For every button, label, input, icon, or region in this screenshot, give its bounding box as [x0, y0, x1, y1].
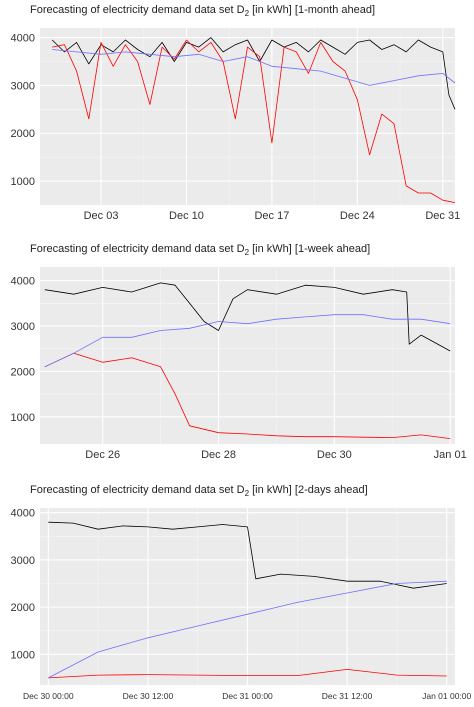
x-tick-label: Dec 24 — [340, 210, 375, 222]
chart-3: 1000 2000 3000 4000 Dec 30 00:00 Dec 30 12:00… — [11, 508, 472, 701]
x-tick-label: Dec 28 — [201, 449, 236, 461]
series-line-3 — [48, 580, 447, 679]
series-line-2 — [52, 39, 456, 203]
x-tick-label: Dec 03 — [84, 210, 119, 222]
x-tick-label: Dec 31 12:00 — [322, 691, 373, 701]
chart-1: 1000 2000 3000 4000 Dec 03 Dec 10 Dec 17 Dec 24… — [11, 28, 460, 222]
plot-background — [40, 28, 455, 205]
chart-title-3: Forecasting of electricity demand data s… — [30, 484, 368, 499]
x-tick-label: Jan 01 — [434, 449, 467, 461]
chart-panel-2: Forecasting of electricity demand data s… — [0, 237, 474, 467]
series-line-3 — [44, 314, 451, 368]
y-tick-label: 1000 — [11, 412, 35, 424]
series-line-2 — [44, 352, 451, 439]
chart-title-2: Forecasting of electricity demand data s… — [30, 243, 371, 258]
x-tick-label: Dec 30 00:00 — [23, 691, 74, 701]
x-tick-label: Dec 30 12:00 — [123, 691, 174, 701]
series-line-2 — [48, 669, 447, 679]
x-tick-label: Dec 10 — [169, 210, 204, 222]
y-tick-label: 4000 — [11, 508, 35, 520]
x-tick-label: Dec 26 — [85, 449, 120, 461]
chart-title-1: Forecasting of electricity demand data s… — [30, 4, 376, 19]
y-tick-label: 3000 — [11, 80, 35, 92]
series-line-1 — [44, 282, 451, 352]
x-tick-label: Dec 31 00:00 — [222, 691, 273, 701]
y-tick-label: 4000 — [11, 33, 35, 45]
series-line-3 — [52, 49, 456, 86]
y-tick-label: 2000 — [11, 602, 35, 614]
chart-panel-3: Forecasting of electricity demand data s… — [0, 476, 474, 707]
y-tick-label: 2000 — [11, 128, 35, 140]
y-tick-label: 3000 — [11, 555, 35, 567]
series-line-1 — [48, 521, 447, 589]
chart-2: 1000 2000 3000 4000 Dec 26 Dec 28 Dec 30 Jan 01 — [11, 267, 467, 461]
x-tick-label: Dec 17 — [254, 210, 289, 222]
y-tick-label: 2000 — [11, 366, 35, 378]
plot-background — [40, 267, 455, 444]
x-tick-label: Jan 01 00:00 — [422, 691, 471, 701]
chart-panel-1: Forecasting of electricity demand data s… — [0, 0, 474, 235]
y-tick-label: 1000 — [11, 649, 35, 661]
y-tick-label: 3000 — [11, 321, 35, 333]
x-tick-label: Dec 31 — [425, 210, 460, 222]
y-tick-label: 1000 — [11, 176, 35, 188]
x-tick-label: Dec 30 — [317, 449, 352, 461]
y-tick-label: 4000 — [11, 276, 35, 288]
